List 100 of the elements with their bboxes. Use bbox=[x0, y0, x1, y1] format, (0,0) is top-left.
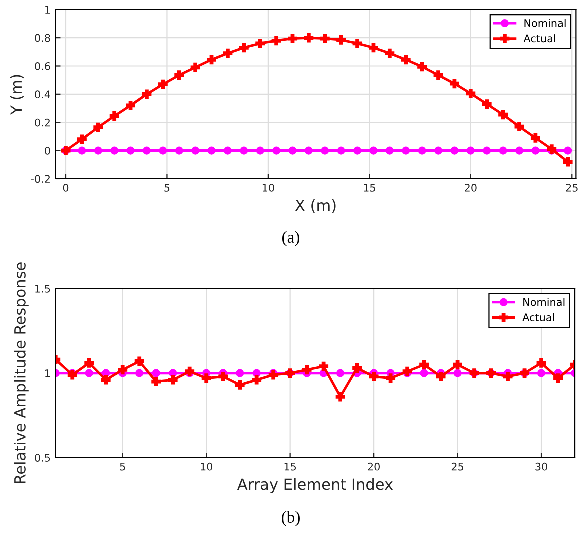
point bbox=[110, 112, 120, 121]
point bbox=[554, 374, 563, 384]
point bbox=[503, 372, 513, 382]
point bbox=[142, 90, 152, 100]
point bbox=[168, 375, 178, 385]
point bbox=[418, 146, 426, 155]
x-axis-title: X (m) bbox=[295, 199, 336, 214]
point bbox=[94, 146, 102, 155]
x-axis-title: Array Element Index bbox=[237, 478, 394, 494]
point bbox=[272, 36, 282, 46]
point bbox=[134, 356, 144, 366]
point bbox=[386, 146, 394, 155]
point bbox=[418, 62, 428, 72]
y-axis-title: Relative Amplitude Response bbox=[14, 262, 29, 484]
point bbox=[434, 146, 443, 155]
text: (b) bbox=[282, 511, 300, 526]
point bbox=[401, 55, 411, 65]
y-tick-label: 0.2 bbox=[35, 118, 50, 127]
legend-label: Actual bbox=[522, 313, 554, 322]
point bbox=[256, 38, 266, 48]
x-tick-label: 25 bbox=[566, 184, 578, 192]
point bbox=[202, 374, 212, 384]
point bbox=[207, 55, 216, 65]
x-tick-label: 25 bbox=[452, 462, 464, 471]
point bbox=[402, 366, 412, 376]
point bbox=[94, 122, 104, 132]
point bbox=[239, 43, 249, 53]
point bbox=[450, 146, 459, 155]
x-tick-label: 5 bbox=[164, 184, 170, 192]
point bbox=[110, 146, 119, 155]
point bbox=[240, 146, 248, 155]
point bbox=[436, 372, 446, 382]
y-tick-label: 0.6 bbox=[35, 62, 50, 70]
point bbox=[192, 146, 200, 155]
point bbox=[126, 100, 136, 110]
point bbox=[453, 360, 463, 370]
point bbox=[536, 358, 546, 368]
point bbox=[136, 369, 144, 378]
point bbox=[235, 380, 245, 390]
point bbox=[223, 48, 233, 58]
point bbox=[77, 134, 87, 144]
point bbox=[288, 146, 297, 155]
legend-label: Nominal bbox=[524, 19, 566, 28]
point bbox=[68, 370, 78, 380]
x-tick-label: 10 bbox=[201, 462, 213, 471]
x-tick-label: 0 bbox=[63, 184, 69, 192]
point bbox=[256, 146, 264, 155]
point bbox=[370, 146, 378, 155]
point bbox=[118, 365, 128, 375]
point bbox=[175, 146, 184, 155]
point bbox=[158, 80, 168, 90]
point bbox=[159, 146, 168, 155]
y-tick-label: 0.4 bbox=[35, 90, 50, 99]
x-tick-label: 15 bbox=[284, 463, 296, 471]
point bbox=[224, 146, 232, 155]
point bbox=[454, 369, 462, 378]
x-tick-label: 20 bbox=[368, 462, 380, 471]
point bbox=[78, 146, 86, 155]
point bbox=[152, 377, 162, 386]
point bbox=[336, 392, 346, 402]
point bbox=[185, 366, 195, 376]
y-tick-label: 0.5 bbox=[35, 454, 50, 462]
point bbox=[272, 146, 281, 155]
point bbox=[101, 375, 111, 385]
x-tick-label: 30 bbox=[536, 462, 548, 471]
point bbox=[320, 34, 330, 44]
point bbox=[564, 146, 572, 155]
x-tick-label: 5 bbox=[120, 463, 126, 471]
point bbox=[402, 146, 410, 155]
point bbox=[498, 110, 508, 120]
y-axis-title: Y (m) bbox=[10, 75, 24, 115]
legend-label: Actual bbox=[524, 34, 556, 43]
point bbox=[319, 362, 329, 372]
point bbox=[152, 369, 160, 378]
point bbox=[563, 157, 573, 167]
y-tick-label: -0.2 bbox=[31, 175, 50, 184]
y-tick-label: 0 bbox=[45, 147, 50, 155]
point bbox=[336, 35, 346, 45]
point bbox=[530, 133, 540, 143]
point bbox=[420, 369, 428, 378]
point bbox=[434, 70, 444, 80]
point bbox=[174, 70, 184, 80]
point bbox=[336, 369, 345, 378]
point bbox=[466, 146, 475, 155]
text: (a) bbox=[282, 231, 300, 246]
point bbox=[236, 369, 244, 378]
y-tick-label: 0.8 bbox=[35, 34, 50, 42]
point bbox=[252, 375, 262, 385]
point bbox=[304, 33, 314, 43]
point bbox=[514, 122, 524, 132]
point bbox=[126, 146, 135, 155]
point bbox=[537, 369, 546, 378]
x-tick-label: 15 bbox=[364, 184, 376, 192]
point bbox=[369, 372, 379, 382]
point bbox=[483, 146, 492, 155]
point bbox=[337, 146, 346, 155]
point bbox=[482, 100, 492, 110]
point bbox=[354, 146, 362, 155]
point bbox=[304, 146, 313, 155]
point bbox=[190, 62, 200, 72]
